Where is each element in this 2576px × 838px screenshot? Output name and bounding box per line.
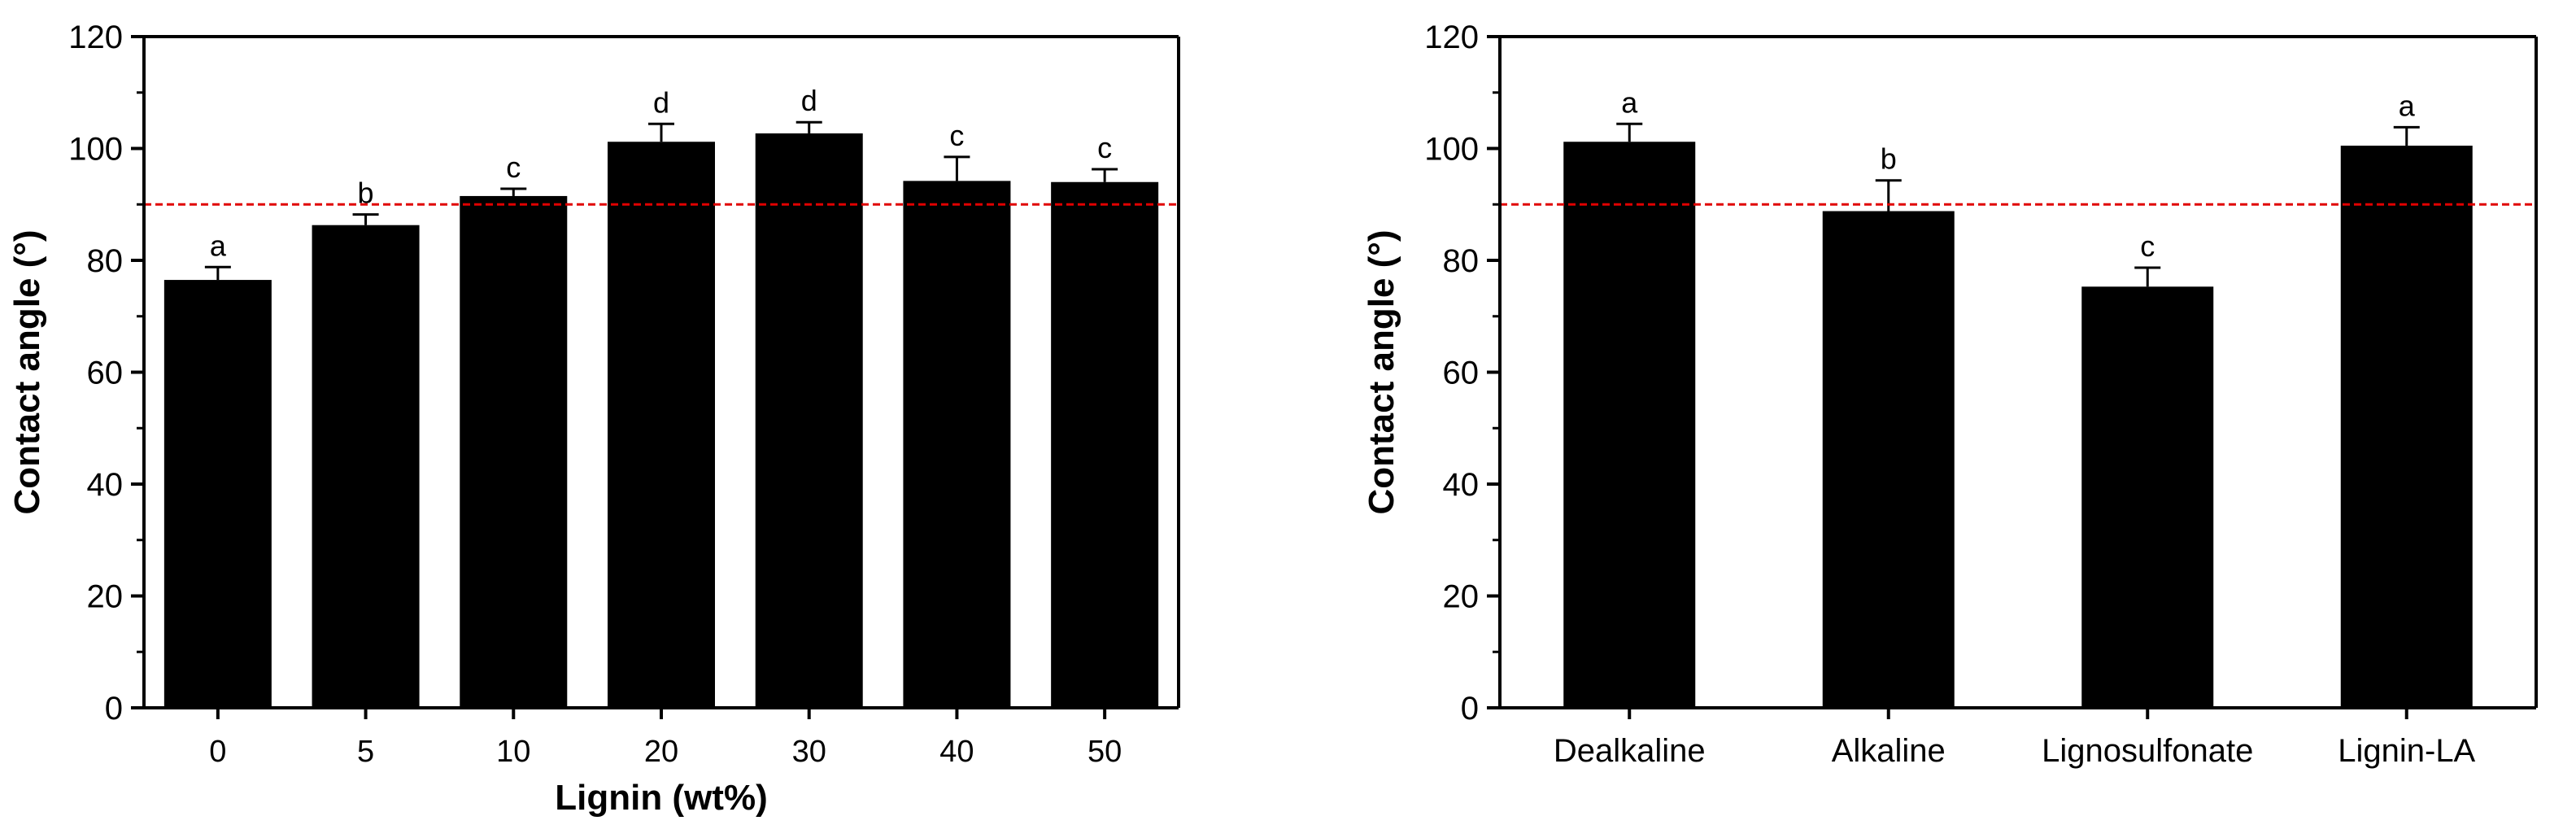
bar xyxy=(1563,142,1696,708)
y-tick-label: 40 xyxy=(87,467,124,503)
bar xyxy=(460,195,568,708)
significance-letter: b xyxy=(1881,142,1897,176)
bar xyxy=(2081,286,2214,708)
y-tick-label: 100 xyxy=(1424,132,1479,168)
significance-letter: d xyxy=(653,85,669,119)
x-tick-label: Dealkaline xyxy=(1554,733,1706,769)
bar xyxy=(755,133,863,708)
y-tick-label: 0 xyxy=(105,691,123,727)
x-axis-title: Lignin (wt%) xyxy=(555,778,768,818)
x-tick-label: 30 xyxy=(792,735,826,769)
x-tick-label: Lignin-LA xyxy=(2338,733,2475,769)
bar xyxy=(1822,211,1955,708)
x-tick-label: 50 xyxy=(1087,735,1122,769)
bar xyxy=(608,142,715,708)
y-tick-label: 20 xyxy=(1443,579,1480,615)
significance-letter: c xyxy=(2140,229,2155,263)
x-tick-label: 10 xyxy=(496,735,530,769)
significance-letter: a xyxy=(210,229,227,262)
significance-letter: d xyxy=(801,84,817,117)
bar xyxy=(2340,146,2473,708)
y-axis-title: Contact angle (°) xyxy=(1362,229,1401,514)
y-tick-label: 60 xyxy=(87,356,124,391)
y-axis-title: Contact angle (°) xyxy=(7,229,47,514)
x-tick-label: Lignosulfonate xyxy=(2042,733,2253,769)
bar xyxy=(1051,181,1159,708)
significance-letter: c xyxy=(1097,131,1112,164)
y-tick-label: 0 xyxy=(1461,691,1479,727)
significance-letter: a xyxy=(2399,89,2416,122)
significance-letter: b xyxy=(358,177,374,210)
y-tick-label: 20 xyxy=(87,579,124,615)
bar xyxy=(312,225,420,708)
significance-letter: a xyxy=(1621,85,1638,119)
significance-letter: c xyxy=(506,151,521,184)
chart-panel-2 xyxy=(1487,35,2538,719)
y-tick-label: 80 xyxy=(1443,243,1480,279)
y-tick-label: 100 xyxy=(68,132,123,168)
y-tick-label: 40 xyxy=(1443,467,1480,503)
x-tick-label: 20 xyxy=(644,735,678,769)
y-tick-label: 60 xyxy=(1443,356,1480,391)
x-tick-label: Alkaline xyxy=(1832,733,1946,769)
x-tick-label: 0 xyxy=(209,735,226,769)
x-tick-label: 40 xyxy=(939,735,974,769)
x-tick-label: 5 xyxy=(357,735,374,769)
y-tick-label: 80 xyxy=(87,243,124,279)
bar xyxy=(163,280,272,708)
y-tick-label: 120 xyxy=(1424,20,1479,55)
significance-letter: c xyxy=(949,119,964,152)
y-tick-label: 120 xyxy=(68,20,123,55)
chart-panel-1 xyxy=(131,35,1180,719)
bar xyxy=(903,181,1011,708)
